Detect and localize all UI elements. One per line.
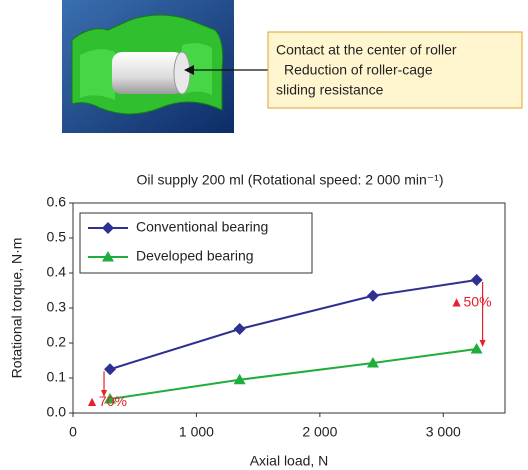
diamond-marker (367, 290, 379, 302)
annotation: ▲70% (85, 393, 127, 409)
render-image (62, 0, 234, 133)
x-tick-label: 0 (69, 424, 77, 440)
reduction-arrowhead (480, 340, 486, 347)
y-tick-label: 0.1 (47, 369, 67, 385)
legend-label: Developed bearing (136, 248, 254, 264)
y-axis-label: Rotational torque, N·m (9, 238, 25, 379)
annotation: ▲50% (450, 294, 492, 310)
y-tick-label: 0.3 (47, 299, 67, 315)
diamond-marker (471, 274, 483, 286)
chart-title: Oil supply 200 ml (Rotational speed: 2 0… (137, 172, 444, 188)
y-tick-label: 0.5 (47, 229, 67, 245)
y-tick-label: 0.2 (47, 334, 67, 350)
figure: Contact at the center of roller Reductio… (0, 0, 528, 470)
x-tick-label: 3 000 (426, 424, 461, 440)
series-line (110, 349, 477, 399)
callout-text: sliding resistance (276, 82, 384, 98)
y-tick-label: 0.6 (47, 194, 67, 210)
y-tick-label: 0.4 (47, 264, 67, 280)
x-tick-label: 2 000 (302, 424, 337, 440)
callout-text: Contact at the center of roller (276, 42, 457, 58)
legend-label: Conventional bearing (136, 219, 268, 235)
callout-text: Reduction of roller-cage (284, 62, 433, 78)
y-tick-label: 0.0 (47, 404, 67, 420)
triangle-marker (471, 343, 483, 354)
diamond-marker (234, 323, 246, 335)
x-tick-label: 1 000 (179, 424, 214, 440)
diamond-marker (104, 363, 116, 375)
x-axis-label: Axial load, N (250, 453, 329, 469)
